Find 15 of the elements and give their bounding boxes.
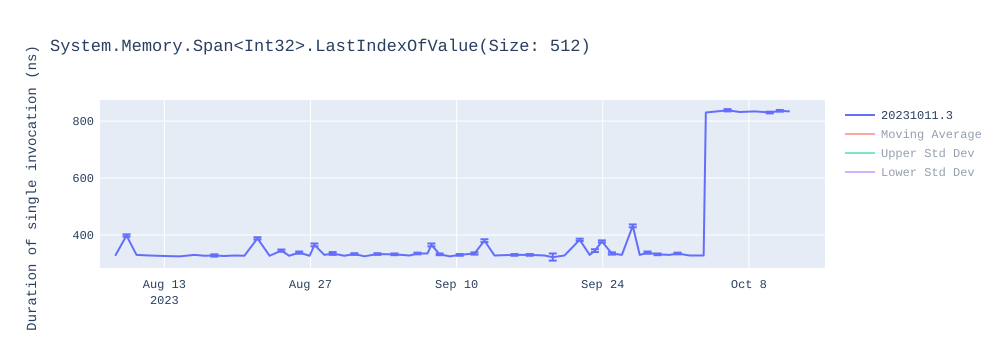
y-tick-label: 600 — [72, 172, 94, 186]
x-tick-label: Aug 13 2023 — [142, 278, 186, 308]
line-series — [114, 109, 791, 258]
x-tick-label: Oct 8 — [730, 278, 767, 292]
y-tick-label: 800 — [72, 115, 94, 130]
chart-title: System.Memory.Span<Int32>.LastIndexOfValue(Size: 512) — [50, 38, 591, 57]
y-axis-title: Duration of single invocation (ns) — [25, 45, 41, 331]
x-tick-label: Sep 10 — [435, 278, 478, 292]
x-tick-label: Aug 27 — [288, 278, 332, 292]
legend-label: 20231011.3 — [881, 109, 954, 123]
legend-label: Moving Average — [881, 128, 982, 142]
x-tick-label: Sep 24 — [581, 278, 624, 292]
legend-label: Lower Std Dev — [881, 166, 975, 180]
y-tick-label: 400 — [72, 228, 94, 243]
legend-label: Upper Std Dev — [881, 147, 975, 161]
